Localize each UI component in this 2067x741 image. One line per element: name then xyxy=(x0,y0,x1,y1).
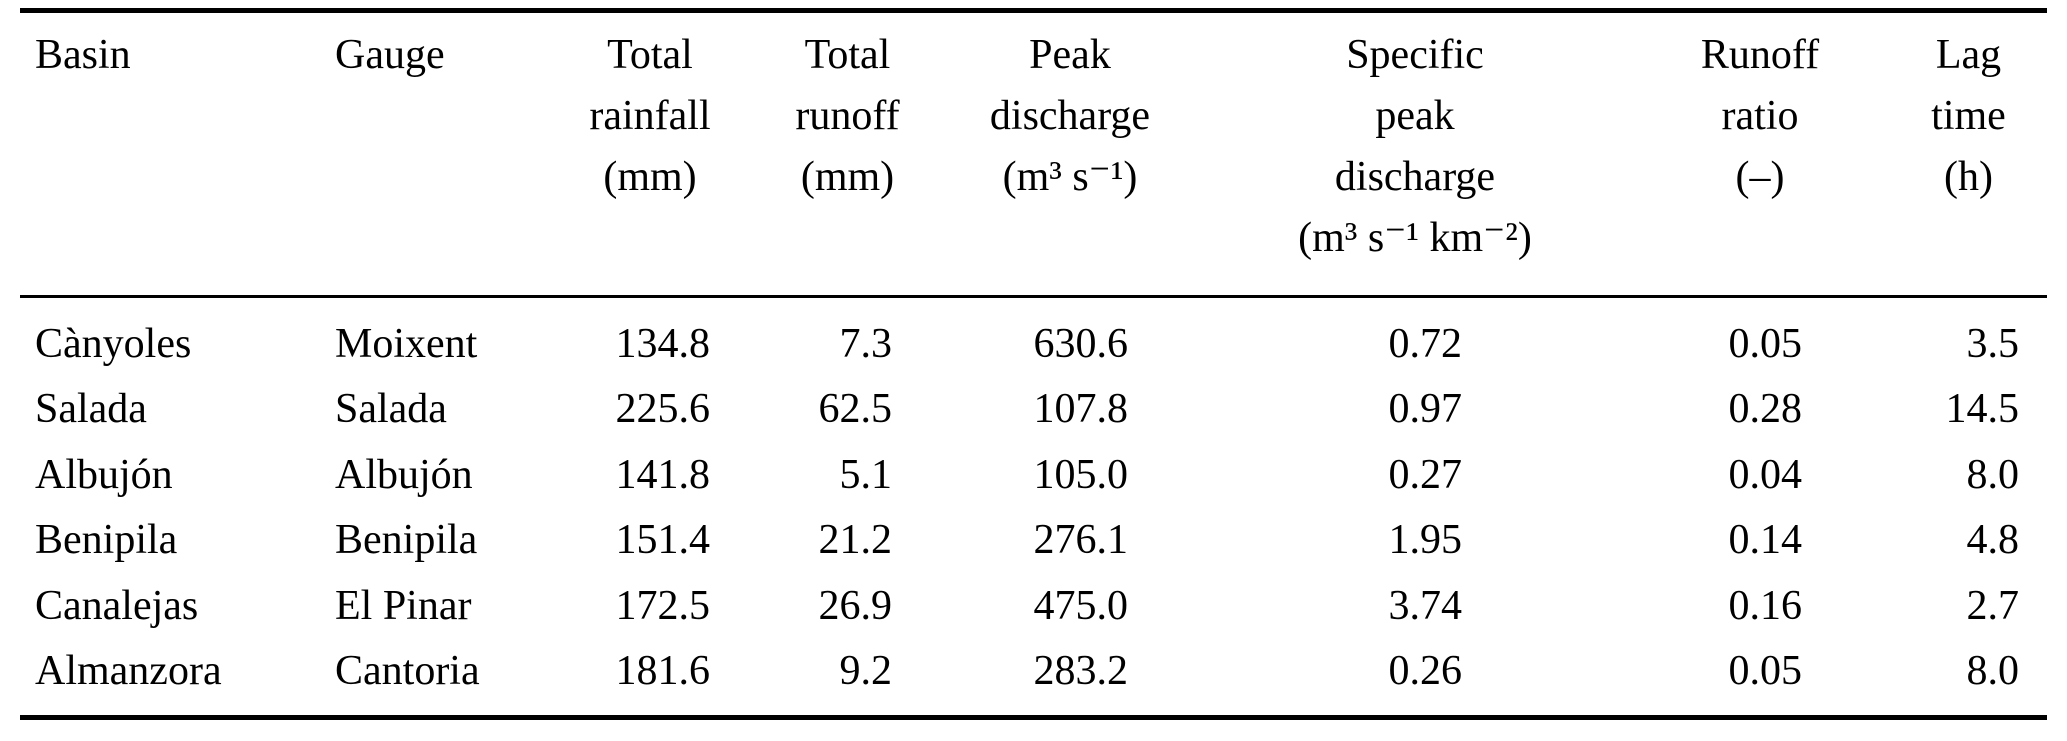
cell-peak-discharge: 630.6 xyxy=(1033,320,1129,367)
cell-specific-peak-discharge: 0.72 xyxy=(1388,320,1463,367)
cell-gauge: Moixent xyxy=(335,320,478,367)
table-row: Benipila Benipila 151.4 21.2 276.1 1.95 … xyxy=(20,508,2047,574)
cell-runoff-ratio: 0.16 xyxy=(1728,582,1803,629)
cell-lag-time: 2.7 xyxy=(1966,582,2020,629)
cell-specific-peak-discharge: 1.95 xyxy=(1388,517,1463,564)
cell-gauge: Albujón xyxy=(335,451,473,498)
col-header-lag-time: Lag time (h) xyxy=(1890,10,2047,298)
cell-lag-time: 4.8 xyxy=(1966,517,2020,564)
cell-peak-discharge: 475.0 xyxy=(1033,582,1129,629)
cell-runoff-ratio: 0.05 xyxy=(1728,320,1803,367)
cell-runoff-ratio: 0.14 xyxy=(1728,517,1803,564)
cell-peak-discharge: 107.8 xyxy=(1033,386,1129,433)
cell-total-runoff: 26.9 xyxy=(818,582,893,629)
col-header-peak-discharge: Peak discharge (m³ s⁻¹) xyxy=(940,10,1200,298)
cell-total-runoff: 7.3 xyxy=(839,320,893,367)
cell-lag-time: 3.5 xyxy=(1966,320,2020,367)
col-header-total-rainfall: Total rainfall (mm) xyxy=(545,10,755,298)
cell-specific-peak-discharge: 0.97 xyxy=(1388,386,1463,433)
cell-total-rainfall: 225.6 xyxy=(615,386,711,433)
cell-gauge: Cantoria xyxy=(335,648,480,695)
cell-specific-peak-discharge: 0.26 xyxy=(1388,648,1463,695)
col-header-runoff-ratio: Runoff ratio (–) xyxy=(1630,10,1890,298)
cell-runoff-ratio: 0.28 xyxy=(1728,386,1803,433)
col-header-gauge: Gauge xyxy=(320,10,545,298)
cell-gauge: Benipila xyxy=(335,517,478,564)
cell-basin: Almanzora xyxy=(35,648,222,695)
cell-basin: Salada xyxy=(35,386,147,433)
table-row: Albujón Albujón 141.8 5.1 105.0 0.27 0.0… xyxy=(20,443,2047,509)
cell-total-rainfall: 151.4 xyxy=(615,517,711,564)
cell-basin: Canalejas xyxy=(35,582,199,629)
cell-total-runoff: 21.2 xyxy=(818,517,893,564)
col-header-specific-peak-discharge: Specific peak discharge (m³ s⁻¹ km⁻²) xyxy=(1200,10,1630,298)
col-header-total-runoff: Total runoff (mm) xyxy=(755,10,940,298)
cell-basin: Benipila xyxy=(35,517,178,564)
cell-total-runoff: 5.1 xyxy=(839,451,893,498)
table-row: Salada Salada 225.6 62.5 107.8 0.97 0.28… xyxy=(20,377,2047,443)
table-container: Basin Gauge Total rainfall (mm) Total ru… xyxy=(20,8,2047,720)
col-header-basin: Basin xyxy=(20,10,320,298)
cell-peak-discharge: 283.2 xyxy=(1033,648,1129,695)
cell-peak-discharge: 105.0 xyxy=(1033,451,1129,498)
cell-total-rainfall: 181.6 xyxy=(615,648,711,695)
cell-peak-discharge: 276.1 xyxy=(1033,517,1129,564)
table-row: Cànyoles Moixent 134.8 7.3 630.6 0.72 0.… xyxy=(20,296,2047,377)
cell-total-rainfall: 134.8 xyxy=(615,320,711,367)
table-row: Canalejas El Pinar 172.5 26.9 475.0 3.74… xyxy=(20,574,2047,640)
cell-lag-time: 8.0 xyxy=(1966,451,2020,498)
cell-specific-peak-discharge: 3.74 xyxy=(1388,582,1463,629)
cell-total-rainfall: 172.5 xyxy=(615,582,711,629)
cell-basin: Cànyoles xyxy=(35,320,192,367)
table-header-row: Basin Gauge Total rainfall (mm) Total ru… xyxy=(20,10,2047,298)
cell-runoff-ratio: 0.05 xyxy=(1728,648,1803,695)
cell-total-rainfall: 141.8 xyxy=(615,451,711,498)
cell-gauge: El Pinar xyxy=(335,582,472,629)
cell-gauge: Salada xyxy=(335,386,447,433)
cell-basin: Albujón xyxy=(35,451,173,498)
cell-total-runoff: 9.2 xyxy=(839,648,893,695)
flood-events-table: Basin Gauge Total rainfall (mm) Total ru… xyxy=(20,8,2047,720)
table-row: Almanzora Cantoria 181.6 9.2 283.2 0.26 … xyxy=(20,639,2047,717)
cell-total-runoff: 62.5 xyxy=(818,386,893,433)
cell-lag-time: 8.0 xyxy=(1966,648,2020,695)
cell-specific-peak-discharge: 0.27 xyxy=(1388,451,1463,498)
cell-runoff-ratio: 0.04 xyxy=(1728,451,1803,498)
cell-lag-time: 14.5 xyxy=(1945,386,2020,433)
